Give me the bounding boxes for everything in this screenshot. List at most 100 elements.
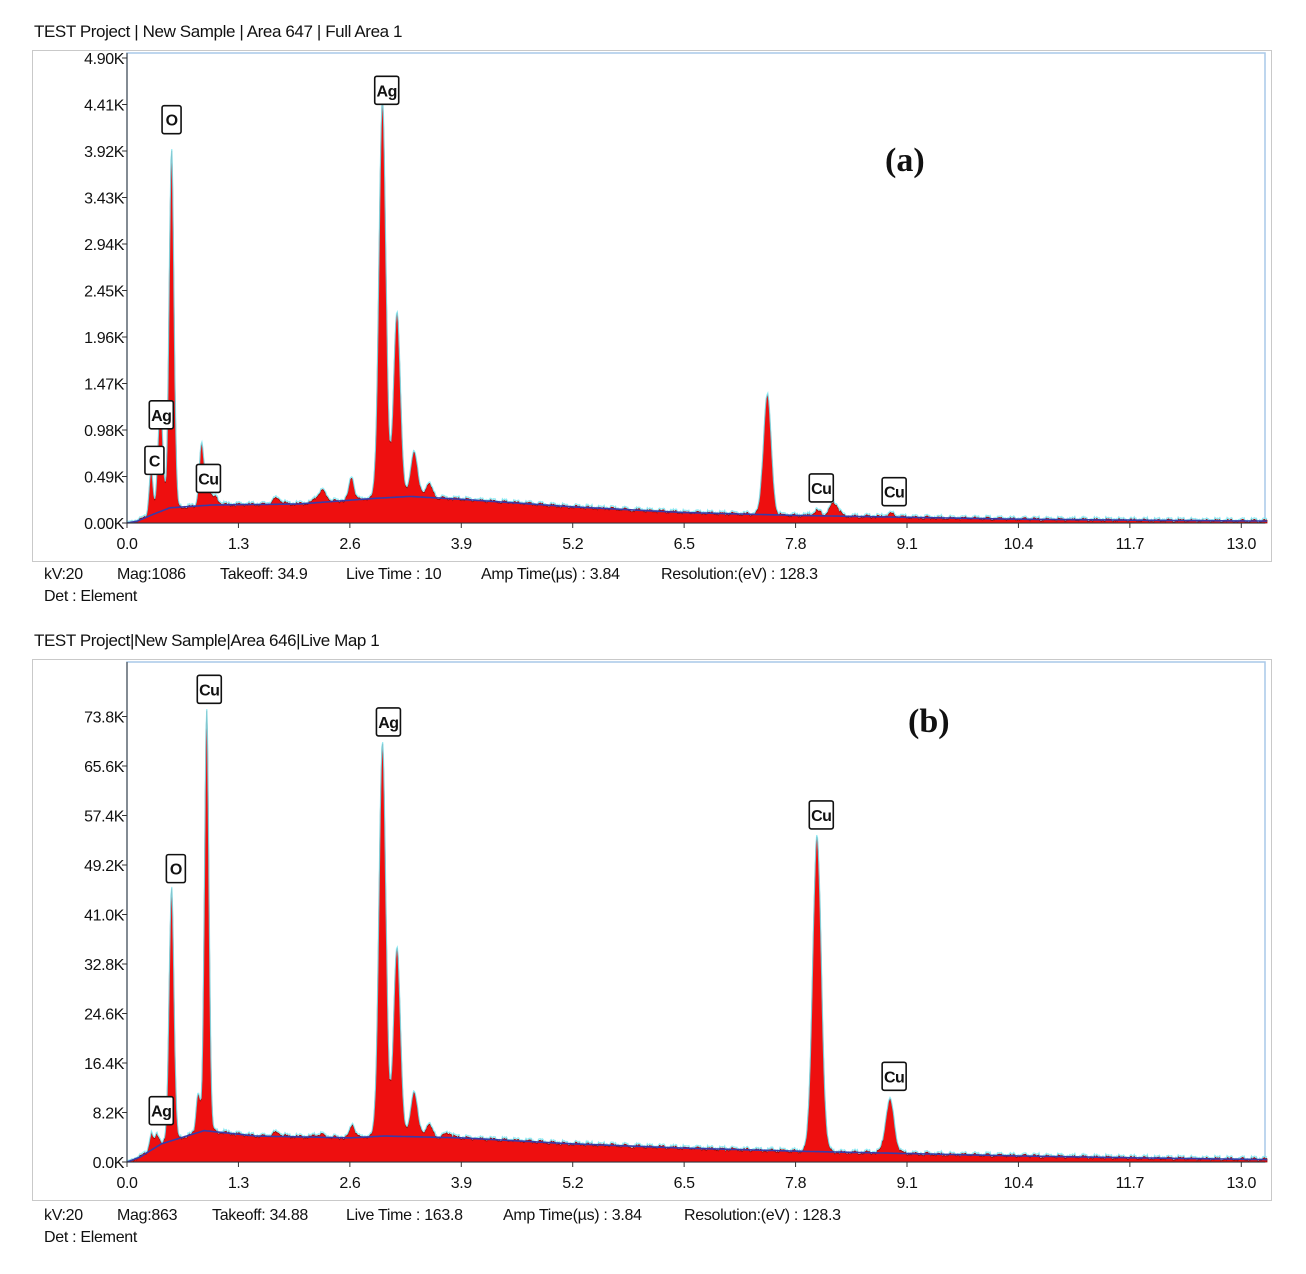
y-tick-label: 2.45K <box>84 284 125 301</box>
x-tick-label: 0.0 <box>116 536 138 553</box>
y-tick-label: 32.8K <box>84 957 125 974</box>
element-label-box <box>144 445 165 476</box>
meta-live-time: Live Time : 10 <box>346 566 442 583</box>
panel-a-title: TEST Project | New Sample | Area 647 | F… <box>34 22 403 41</box>
x-tick-label: 6.5 <box>674 1175 696 1192</box>
x-tick-label: 11.7 <box>1116 1175 1145 1192</box>
element-label-box <box>881 476 907 507</box>
x-tick-label: 9.1 <box>896 1175 918 1192</box>
y-tick-label: 0.98K <box>84 423 125 440</box>
y-tick-label: 49.2K <box>84 858 125 875</box>
element-label-box <box>375 707 402 737</box>
y-tick-label: 65.6K <box>84 759 125 776</box>
meta-det: Det : Element <box>44 588 138 605</box>
background-line <box>126 495 1267 524</box>
y-tick-label: 1.96K <box>84 330 125 347</box>
y-tick-label: 57.4K <box>84 809 125 826</box>
x-tick-label: 11.7 <box>1116 536 1145 553</box>
plot-area-border <box>126 52 1266 524</box>
x-tick-label: 1.3 <box>228 536 250 553</box>
meta-live-time: Live Time : 163.8 <box>346 1207 463 1224</box>
x-tick-label: 3.9 <box>451 536 473 553</box>
element-label-text: Cu <box>811 481 831 498</box>
y-tick-label: 0.49K <box>84 470 125 487</box>
element-label-text: Cu <box>884 485 904 502</box>
element-label-cu: Cu <box>881 476 907 507</box>
element-label-text: Cu <box>884 1069 904 1086</box>
element-label-ag: Ag <box>375 707 402 737</box>
element-label-text: Ag <box>151 1104 171 1121</box>
element-label-ag: Ag <box>148 400 175 430</box>
y-tick-label: 24.6K <box>84 1007 125 1024</box>
element-label-o: O <box>161 104 182 135</box>
element-label-box <box>148 400 175 430</box>
spectrum-panel-b: TEST Project|New Sample|Area 646|Live Ma… <box>0 630 1306 1274</box>
spectrum-area <box>126 710 1268 1163</box>
element-label-cu: Cu <box>808 473 835 503</box>
x-tick-label: 0.0 <box>116 1175 138 1192</box>
element-label-box <box>808 800 835 830</box>
element-label-text: C <box>149 453 161 470</box>
plot-area-border <box>126 661 1266 1163</box>
x-tick-label: 7.8 <box>785 536 807 553</box>
element-label-text: Ag <box>151 408 171 425</box>
y-tick-label: 3.43K <box>84 191 125 208</box>
x-tick-label: 7.8 <box>785 1175 807 1192</box>
element-label-ag: Ag <box>148 1095 175 1126</box>
y-tick-label: 0.00K <box>84 516 125 533</box>
y-tick-label: 8.2K <box>93 1106 125 1123</box>
element-label-cu: Cu <box>881 1061 907 1092</box>
panel-a-frame: 0.00K 0.49K 0.98K 1.47K 1.96K 2.45K 2.94K 3.43K… <box>32 50 1272 562</box>
spectrum-area <box>126 101 1268 524</box>
x-tick-label: 5.2 <box>562 536 584 553</box>
element-label-text: Cu <box>198 471 218 488</box>
x-tick-label: 10.4 <box>1004 536 1034 553</box>
x-tick-label: 9.1 <box>896 536 918 553</box>
element-label-box <box>165 853 187 884</box>
x-tick-label: 5.2 <box>562 1175 584 1192</box>
meta-takeoff: Takeoff: 34.9 <box>220 566 308 583</box>
x-tick-label: 3.9 <box>451 1175 473 1192</box>
y-tick-label: 4.90K <box>84 51 125 68</box>
x-tick-label: 2.6 <box>339 1175 361 1192</box>
x-tick-label: 10.4 <box>1004 1175 1034 1192</box>
element-label-cu: Cu <box>195 463 222 494</box>
spectrum-chart-a: 0.00K 0.49K 0.98K 1.47K 1.96K 2.45K 2.94K 3.43K… <box>84 51 1268 553</box>
y-tick-label: 41.0K <box>84 908 125 925</box>
meta-amp-time: Amp Time(µs) : 3.84 <box>481 566 620 583</box>
panel-label: (b) <box>908 703 950 740</box>
element-label-text: Cu <box>199 682 219 699</box>
meta-kv: kV:20 <box>44 566 83 583</box>
element-label-cu: Cu <box>196 674 223 705</box>
x-tick-label: 13.0 <box>1227 536 1257 553</box>
meta-resolution: Resolution:(eV) : 128.3 <box>661 566 818 583</box>
x-tick-label: 2.6 <box>339 536 361 553</box>
y-tick-label: 0.0K <box>93 1155 125 1172</box>
spectrum-panel-a: TEST Project | New Sample | Area 647 | F… <box>0 0 1306 630</box>
x-tick-label: 13.0 <box>1227 1175 1257 1192</box>
panel-b-title: TEST Project|New Sample|Area 646|Live Ma… <box>34 631 380 650</box>
meta-kv: kV:20 <box>44 1207 83 1224</box>
element-label-box <box>195 463 222 494</box>
element-label-box <box>808 473 835 503</box>
meta-resolution: Resolution:(eV) : 128.3 <box>684 1207 841 1224</box>
y-tick-label: 3.92K <box>84 144 125 161</box>
element-label-o: O <box>165 853 187 884</box>
meta-amp-time: Amp Time(µs) : 3.84 <box>503 1207 642 1224</box>
element-label-box <box>161 104 182 135</box>
panel-b-frame: 0.0K 8.2K 16.4K 24.6K 32.8K 41.0K 49.2K 57.4K 65… <box>32 659 1272 1201</box>
y-tick-label: 16.4K <box>84 1056 125 1073</box>
x-tick-label: 1.3 <box>228 1175 250 1192</box>
background-line <box>126 1129 1267 1163</box>
spectrum-chart-b: 0.0K 8.2K 16.4K 24.6K 32.8K 41.0K 49.2K 57.4K 65… <box>84 661 1268 1192</box>
element-label-box <box>148 1095 175 1126</box>
panel-label: (a) <box>885 142 925 179</box>
y-tick-label: 2.94K <box>84 237 125 254</box>
fit-line <box>126 99 1268 523</box>
meta-takeoff: Takeoff: 34.88 <box>212 1207 309 1224</box>
element-label-c: C <box>144 445 165 476</box>
x-tick-label: 6.5 <box>674 536 696 553</box>
y-tick-label: 73.8K <box>84 710 125 727</box>
element-label-text: Ag <box>377 83 397 100</box>
element-label-box <box>196 674 223 705</box>
